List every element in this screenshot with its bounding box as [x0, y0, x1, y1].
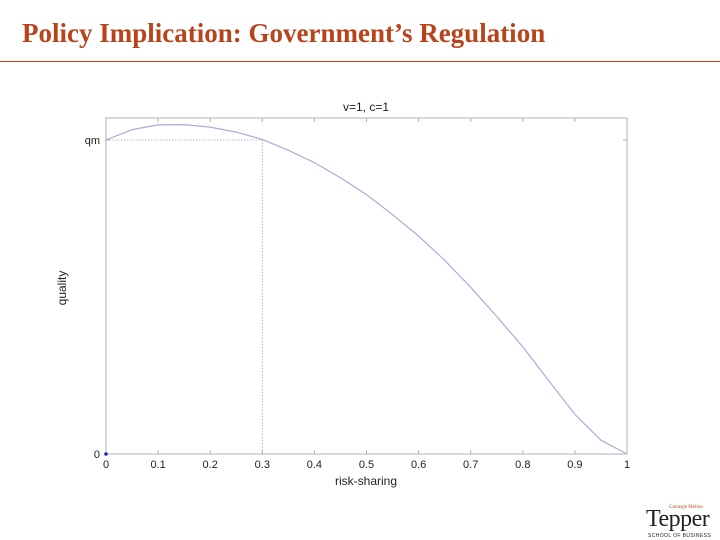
x-tick-label: 0.7 — [463, 459, 478, 471]
x-tick-label: 0.3 — [255, 459, 270, 471]
x-tick-label: 0.8 — [515, 459, 530, 471]
tepper-school-logo: Carnegie Mellon Tepper SCHOOL OF BUSINES… — [644, 503, 720, 540]
quality-curve — [105, 123, 628, 455]
plot-area-frame — [105, 117, 628, 455]
y-tick-label: qm — [85, 135, 100, 147]
x-tick-label: 0.9 — [567, 459, 582, 471]
x-axis-label: risk-sharing — [335, 474, 397, 488]
title-divider — [0, 61, 720, 62]
slide-title: Policy Implication: Government’s Regulat… — [22, 18, 546, 48]
x-tick-label: 0.5 — [359, 459, 374, 471]
x-tick-label: 1 — [624, 459, 630, 471]
x-tick-label: 0.1 — [150, 459, 165, 471]
x-tick-label: 0 — [103, 459, 109, 471]
logo-wordmark: Tepper — [646, 506, 710, 532]
x-tick-label: 0.6 — [411, 459, 426, 471]
y-axis-ticks: 0 qm — [85, 135, 627, 461]
quality-chart: 0 0.1 0.2 0.3 0.4 0.5 0.6 0.7 0.8 0.9 1 0 qm v=1, c… — [55, 100, 630, 488]
logo-school-name: SCHOOL OF BUSINESS — [648, 533, 712, 539]
x-tick-label: 0.2 — [203, 459, 218, 471]
origin-point-marker — [104, 452, 108, 456]
chart-title: v=1, c=1 — [343, 100, 389, 114]
x-tick-label: 0.4 — [307, 459, 322, 471]
y-tick-label: 0 — [94, 449, 100, 461]
y-axis-label: quality — [55, 271, 69, 306]
x-axis-ticks: 0 0.1 0.2 0.3 0.4 0.5 0.6 0.7 0.8 0.9 1 — [103, 118, 630, 471]
logo-university-name: Carnegie Mellon — [669, 505, 703, 510]
